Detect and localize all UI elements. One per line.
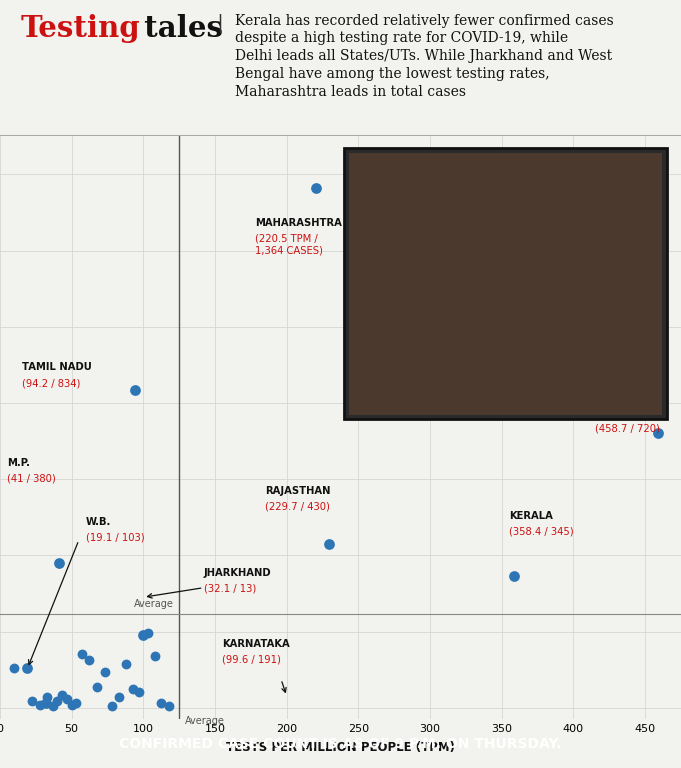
Text: Average: Average xyxy=(133,598,174,609)
Point xyxy=(22,662,33,674)
Point xyxy=(9,661,20,674)
Point xyxy=(114,691,125,703)
Point xyxy=(84,654,95,666)
Text: (32.1 / 13): (32.1 / 13) xyxy=(204,584,256,594)
Bar xyxy=(344,148,667,419)
Point xyxy=(52,695,63,707)
Text: Average: Average xyxy=(185,716,225,726)
Point xyxy=(324,538,335,550)
Text: |: | xyxy=(211,14,230,32)
Point xyxy=(26,695,37,707)
Point xyxy=(76,648,87,660)
Text: KARNATAKA: KARNATAKA xyxy=(222,639,290,649)
Point xyxy=(99,665,110,677)
Text: Kerala has recorded relatively fewer confirmed cases
despite a high testing rate: Kerala has recorded relatively fewer con… xyxy=(235,14,614,99)
Point xyxy=(66,699,77,711)
Text: tales: tales xyxy=(134,14,223,43)
X-axis label: TESTS PER MILLION PEOPLE (TPM): TESTS PER MILLION PEOPLE (TPM) xyxy=(226,741,455,754)
Point xyxy=(129,384,140,396)
Point xyxy=(106,700,117,712)
Text: M.P.: M.P. xyxy=(7,458,30,468)
Text: W.B.: W.B. xyxy=(86,517,112,527)
Text: (41 / 380): (41 / 380) xyxy=(7,473,56,483)
Text: JHARKHAND: JHARKHAND xyxy=(204,568,271,578)
Text: RAJASTHAN: RAJASTHAN xyxy=(265,486,331,496)
Text: KERALA: KERALA xyxy=(509,511,553,521)
Point xyxy=(42,691,52,703)
Text: (99.6 / 191): (99.6 / 191) xyxy=(222,654,281,664)
Point xyxy=(57,689,67,701)
Point xyxy=(149,650,160,663)
Point xyxy=(652,427,663,439)
Point xyxy=(133,687,144,699)
Text: (458.7 / 720): (458.7 / 720) xyxy=(595,424,660,434)
Point xyxy=(71,697,82,710)
Point xyxy=(163,700,174,712)
Point xyxy=(35,699,46,711)
Point xyxy=(509,570,520,582)
Text: Testing: Testing xyxy=(20,14,140,43)
Point xyxy=(62,694,73,706)
Point xyxy=(92,680,103,693)
Text: (220.5 TPM /
1,364 CASES): (220.5 TPM / 1,364 CASES) xyxy=(255,233,323,256)
Point xyxy=(155,697,166,710)
Text: (94.2 / 834): (94.2 / 834) xyxy=(22,378,80,388)
Point xyxy=(53,557,64,569)
Text: (229.7 / 430): (229.7 / 430) xyxy=(265,502,330,512)
Point xyxy=(48,700,59,712)
Text: MAHARASHTRA: MAHARASHTRA xyxy=(255,217,342,228)
Text: (19.1 / 103): (19.1 / 103) xyxy=(86,532,144,542)
Point xyxy=(142,627,153,640)
Point xyxy=(121,657,131,670)
Text: (358.4 / 345): (358.4 / 345) xyxy=(509,527,573,537)
Text: CONFIRMED CASE COUNT IS AS OF 9 P.M. ON THURSDAY.: CONFIRMED CASE COUNT IS AS OF 9 P.M. ON … xyxy=(119,737,562,750)
Text: DELHI: DELHI xyxy=(595,408,629,419)
Point xyxy=(128,683,139,695)
Point xyxy=(311,182,321,194)
Text: TAMIL NADU: TAMIL NADU xyxy=(22,362,91,372)
Point xyxy=(138,629,148,641)
Bar xyxy=(349,153,662,415)
Point xyxy=(41,697,52,709)
